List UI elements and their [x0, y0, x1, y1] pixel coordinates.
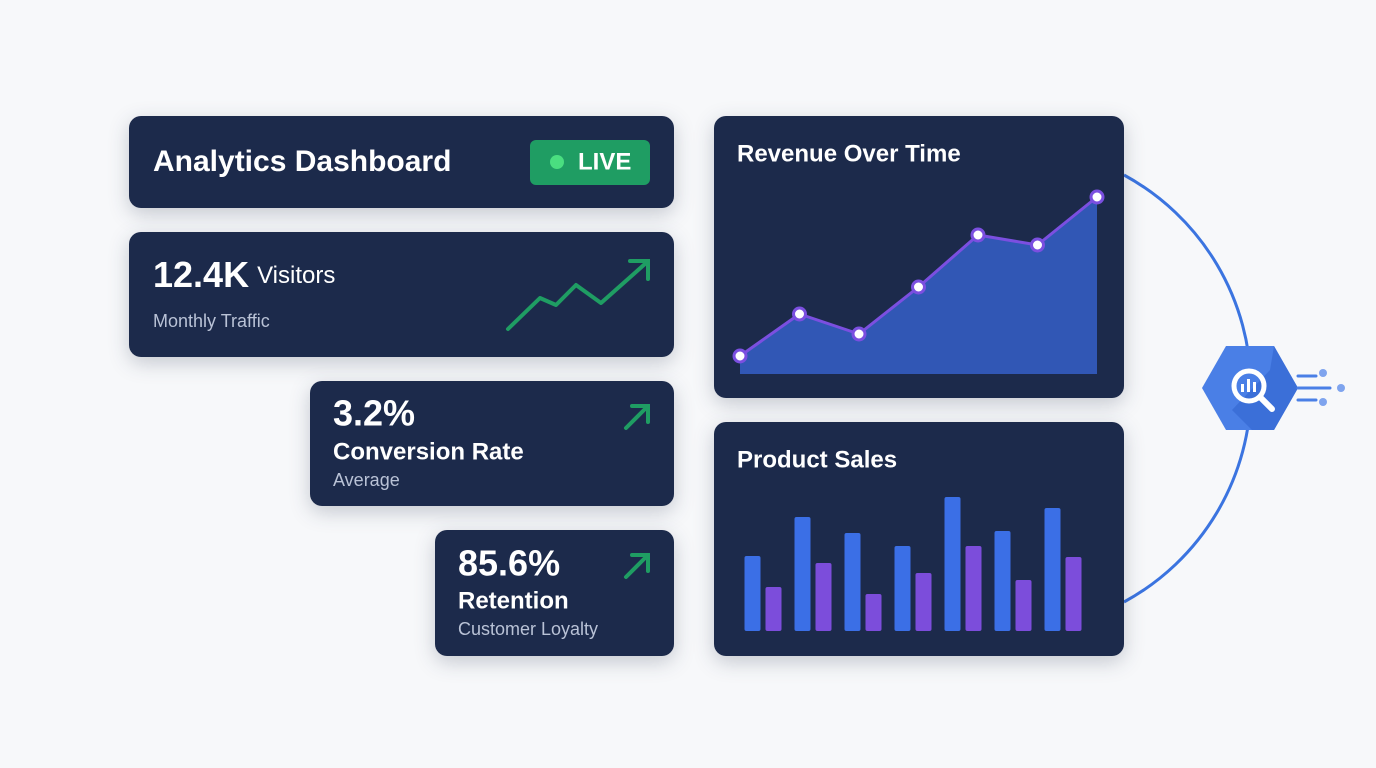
icon-bar: [1247, 379, 1250, 392]
data-point: [792, 306, 807, 322]
bar: [865, 594, 882, 631]
plots: [732, 189, 1105, 631]
metric-caption: Monthly Traffic: [153, 311, 270, 331]
bar: [994, 531, 1011, 631]
metric-card: [435, 530, 674, 656]
data-point: [970, 227, 986, 243]
up-arrow: [624, 553, 650, 579]
bar: [894, 546, 911, 631]
data-point: [911, 279, 926, 295]
metric-caption: Customer Loyalty: [458, 619, 598, 639]
bar: [965, 546, 982, 631]
chart-title: Revenue Over Time: [737, 140, 961, 167]
chart-title: Product Sales: [737, 446, 897, 473]
data-stream: [1296, 374, 1332, 402]
trend-arrowhead: [628, 259, 650, 281]
icon-handle: [1257, 394, 1275, 412]
bar: [744, 556, 761, 631]
live-label: LIVE: [578, 148, 631, 175]
data-point: [1089, 189, 1105, 205]
icon-bar: [1253, 382, 1256, 392]
bar: [1065, 557, 1082, 631]
dashboard-title: Analytics Dashboard: [153, 145, 451, 178]
data-dots: [1319, 369, 1345, 406]
bar: [765, 587, 782, 631]
icon-lens: [1231, 368, 1267, 404]
live-badge: [530, 140, 650, 185]
metric-label: Conversion Rate: [333, 438, 524, 465]
metric-value: 12.4K: [153, 254, 249, 295]
bar: [944, 497, 961, 631]
metric-value: 85.6%: [458, 543, 560, 584]
bar: [815, 563, 832, 631]
data-point: [1030, 237, 1045, 253]
up-arrow: [624, 404, 650, 430]
data-point: [732, 348, 748, 364]
bar: [1015, 580, 1032, 631]
metric-card: [129, 232, 674, 357]
bar: [1044, 508, 1061, 631]
icon-bar: [1241, 384, 1244, 392]
metric-label: Retention: [458, 587, 569, 614]
bar: [844, 533, 861, 631]
trend-icon: [506, 261, 648, 331]
bar: [915, 573, 932, 631]
metric-card: [310, 381, 674, 506]
live-dot: [550, 155, 564, 169]
metric-value: 3.2%: [333, 393, 415, 434]
metric-caption: Average: [333, 470, 400, 490]
metric-headline: 12.4K Visitors: [153, 254, 335, 295]
data-point: [851, 326, 867, 342]
bar: [794, 517, 811, 631]
metric-unit: Visitors: [257, 262, 335, 289]
